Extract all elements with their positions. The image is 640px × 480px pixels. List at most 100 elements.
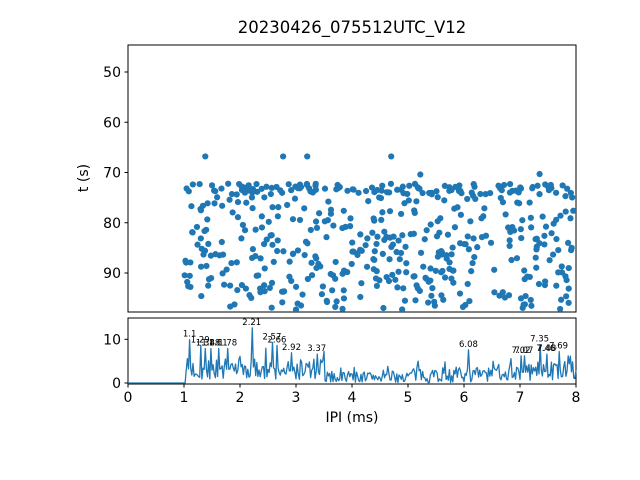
y-tick-label: 50 xyxy=(103,65,121,81)
scatter-point xyxy=(565,299,572,306)
scatter-point xyxy=(403,260,410,267)
scatter-point xyxy=(248,294,255,302)
scatter-point xyxy=(570,207,576,214)
scatter-point xyxy=(456,290,464,297)
scatter-point xyxy=(358,247,365,254)
scatter-point xyxy=(205,276,213,283)
scatter-point xyxy=(323,234,330,241)
scatter-point xyxy=(243,199,250,206)
peak-annotation: 7.69 xyxy=(549,342,568,352)
scatter-point xyxy=(378,187,385,194)
scatter-point xyxy=(257,255,264,262)
scatter-point xyxy=(506,242,513,249)
scatter-point xyxy=(275,204,282,211)
scatter-point xyxy=(266,284,273,291)
scatter-point xyxy=(557,212,564,219)
scatter-point xyxy=(379,182,386,189)
scatter-point xyxy=(219,270,226,277)
scatter-point xyxy=(400,285,407,292)
scatter-point xyxy=(254,188,261,195)
scatter-point xyxy=(242,285,249,292)
scatter-point xyxy=(238,235,245,242)
x-tick-label: 6 xyxy=(460,390,469,406)
scatter-point xyxy=(268,304,275,311)
scatter-point xyxy=(434,218,441,225)
scatter-point xyxy=(464,280,471,288)
scatter-point xyxy=(394,284,401,291)
scatter-point xyxy=(186,272,193,279)
scatter-point xyxy=(316,210,323,217)
scatter-point xyxy=(245,182,252,189)
scatter-point xyxy=(378,216,385,224)
scatter-point xyxy=(307,226,314,234)
scatter-point xyxy=(333,298,340,305)
scatter-point xyxy=(208,182,216,189)
scatter-point xyxy=(536,170,543,178)
scatter-point xyxy=(441,274,449,281)
peak-annotation: 1.1 xyxy=(183,330,197,340)
scatter-point xyxy=(268,279,276,286)
scatter-point xyxy=(196,180,203,188)
scatter-point xyxy=(466,297,473,305)
scatter-point xyxy=(542,223,550,230)
scatter-point xyxy=(532,254,539,261)
x-tick-label: 0 xyxy=(124,390,133,406)
scatter-point xyxy=(497,194,504,202)
scatter-point xyxy=(333,186,340,193)
scatter-point xyxy=(398,210,405,218)
scatter-point xyxy=(280,153,287,160)
scatter-point xyxy=(420,263,427,270)
scatter-point xyxy=(285,181,292,188)
scatter-point xyxy=(280,288,287,295)
scatter-point xyxy=(280,248,287,255)
scatter-point xyxy=(429,285,436,292)
scatter-point xyxy=(457,240,464,247)
scatter-point xyxy=(363,263,371,270)
scatter-point xyxy=(321,185,329,192)
scatter-point xyxy=(292,283,300,290)
scatter-point xyxy=(410,273,417,280)
scatter-point xyxy=(348,260,355,268)
scatter-point xyxy=(532,236,539,243)
scatter-point xyxy=(253,180,260,188)
scatter-point xyxy=(218,185,225,192)
scatter-point xyxy=(201,227,208,235)
scatter-point xyxy=(288,277,295,285)
scatter-point xyxy=(464,233,471,240)
scatter-point xyxy=(389,271,396,278)
scatter-point xyxy=(365,198,372,205)
scatter-point xyxy=(567,215,574,222)
scatter-point xyxy=(541,241,548,248)
scatter-point xyxy=(212,188,219,195)
scatter-point xyxy=(403,269,410,276)
scatter-point xyxy=(330,222,337,229)
scatter-point xyxy=(312,180,319,187)
scatter-point xyxy=(516,200,523,207)
scatter-point xyxy=(313,224,321,231)
scatter-point xyxy=(284,201,291,209)
scatter-point xyxy=(233,259,240,266)
peak-annotation: 2.66 xyxy=(267,335,286,345)
scatter-point xyxy=(301,251,308,259)
scatter-point xyxy=(469,259,476,267)
scatter-point xyxy=(377,194,385,202)
scatter-point xyxy=(412,297,419,304)
scatter-point xyxy=(385,277,393,285)
x-tick-label: 8 xyxy=(572,390,581,406)
figure-title: 20230426_075512UTC_V12 xyxy=(237,18,467,37)
scatter-point xyxy=(565,239,572,247)
scatter-point xyxy=(467,218,474,225)
scatter-point xyxy=(218,238,225,246)
scatter-point xyxy=(469,192,477,199)
scatter-point xyxy=(541,232,548,239)
scatter-point xyxy=(205,282,212,289)
peak-annotation: 7.07 xyxy=(514,346,533,356)
scatter-point xyxy=(340,287,347,294)
scatter-point xyxy=(392,276,399,283)
scatter-point xyxy=(373,240,380,248)
scatter-point xyxy=(269,204,276,211)
scatter-point xyxy=(197,263,205,270)
scatter-point xyxy=(332,303,339,311)
scatter-point xyxy=(299,291,306,298)
scatter-point xyxy=(470,235,477,242)
